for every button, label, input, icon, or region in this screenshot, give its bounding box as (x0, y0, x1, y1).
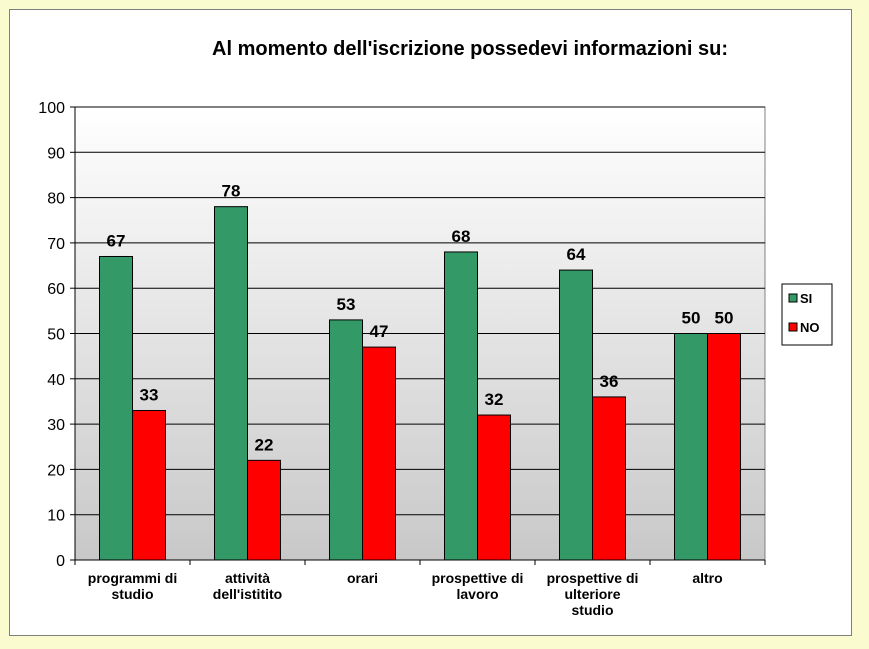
y-tick-label: 10 (47, 508, 65, 525)
category-label-line: altro (692, 570, 722, 586)
y-tick-label: 100 (38, 100, 65, 117)
y-tick-label: 30 (47, 417, 65, 434)
legend-swatch (788, 322, 798, 332)
y-tick-label: 60 (47, 281, 65, 298)
bar-no (592, 396, 626, 561)
data-label: 33 (140, 386, 159, 405)
chart-frame: Al momento dell'iscrizione possedevi inf… (9, 9, 852, 636)
bar-no (132, 410, 166, 561)
legend-swatch (788, 293, 798, 303)
gridlines (75, 106, 765, 516)
bar-no (707, 333, 741, 561)
bar-si (674, 333, 708, 561)
data-label: 78 (222, 182, 241, 201)
y-tick-label: 70 (47, 236, 65, 253)
category-label-line: programmi di (88, 570, 177, 586)
category-label: programmi di studio (88, 570, 177, 602)
y-tick-label: 0 (56, 553, 65, 570)
category-label: prospettive di ulteriore studio (547, 570, 639, 618)
category-label-line: studio (572, 602, 614, 618)
category-label: attività dell'istitito (213, 570, 282, 602)
chart-title: Al momento dell'iscrizione possedevi inf… (212, 38, 728, 60)
bar-si (329, 319, 363, 561)
category-label-line: orari (347, 570, 378, 586)
data-label: 64 (567, 245, 586, 264)
category-label-line: ulteriore (564, 586, 620, 602)
data-labels: 67 33 78 22 53 47 68 32 64 36 50 50 (107, 182, 734, 455)
bar-si (214, 206, 248, 561)
data-label: 36 (600, 372, 619, 391)
bar-si (99, 255, 133, 561)
bar-no (247, 459, 281, 561)
y-tick-label: 50 (47, 327, 65, 344)
data-label: 32 (485, 390, 504, 409)
data-label: 68 (452, 227, 471, 246)
bar-si (444, 251, 478, 561)
y-tick-label: 20 (47, 462, 65, 479)
y-tick-label: 80 (47, 191, 65, 208)
category-label-line: studio (112, 586, 154, 602)
bar-no (477, 414, 511, 561)
bar-si (559, 269, 593, 561)
data-label: 50 (715, 309, 734, 328)
category-label-line: dell'istitito (213, 586, 282, 602)
category-label-line: prospettive di (432, 570, 524, 586)
legend-label: NO (800, 320, 820, 335)
bar-chart: Al momento dell'iscrizione possedevi inf… (38, 38, 833, 618)
category-label-line: lavoro (456, 586, 498, 602)
data-label: 22 (255, 435, 274, 454)
category-label-line: prospettive di (547, 570, 639, 586)
legend-label: SI (800, 291, 812, 306)
data-label: 67 (107, 231, 126, 250)
y-tick-label: 90 (47, 145, 65, 162)
data-label: 53 (337, 295, 356, 314)
data-label: 50 (682, 309, 701, 328)
legend: SI NO (781, 283, 833, 346)
y-tick-label: 40 (47, 372, 65, 389)
category-label: altro (692, 570, 722, 586)
bar-no (362, 346, 396, 561)
category-label: orari (347, 570, 378, 586)
category-label: prospettive di lavoro (432, 570, 524, 602)
data-label: 47 (370, 322, 389, 341)
category-label-line: attività (225, 570, 270, 586)
